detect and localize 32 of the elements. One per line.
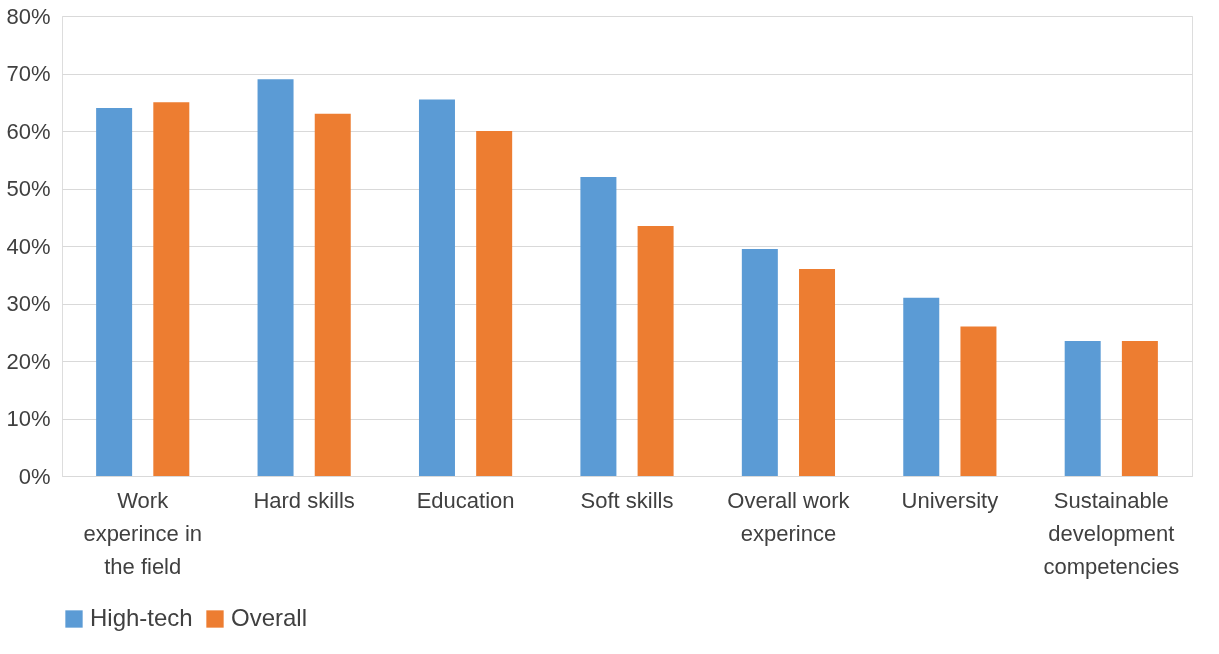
- y-tick-label: 80%: [6, 3, 51, 29]
- y-tick-label: 0%: [18, 463, 51, 489]
- bar: [903, 297, 940, 476]
- bar: [580, 177, 617, 476]
- bar: [637, 225, 674, 476]
- x-tick-label: Soft skills: [580, 487, 674, 513]
- x-tick-label: University: [901, 487, 999, 513]
- bar: [799, 269, 836, 476]
- bar: [314, 113, 351, 476]
- bar: [741, 248, 778, 476]
- bar: [1064, 340, 1101, 476]
- legend-label: Overall: [231, 604, 308, 631]
- bar: [257, 79, 294, 476]
- y-tick-label: 60%: [6, 118, 51, 144]
- y-tick-label: 50%: [6, 176, 51, 201]
- y-tick-label: 10%: [6, 406, 51, 431]
- bar: [96, 108, 133, 476]
- y-tick-label: 30%: [6, 291, 51, 316]
- x-tick-label: Sustainable development competencies: [1043, 487, 1180, 579]
- bar: [476, 131, 513, 476]
- bar: [960, 326, 997, 476]
- bar: [1121, 340, 1158, 476]
- legend-label: High-tech: [90, 604, 193, 631]
- x-tick-label: Hard skills: [253, 487, 355, 513]
- x-tick-label: Work experince in the field: [83, 487, 203, 579]
- y-tick-label: 40%: [6, 233, 51, 259]
- bar: [153, 102, 190, 476]
- y-tick-label: 70%: [6, 61, 51, 86]
- x-tick-label: Education: [416, 487, 515, 513]
- x-tick-label: Overall work experince: [727, 487, 851, 546]
- bar: [418, 99, 455, 476]
- y-tick-label: 20%: [6, 348, 51, 374]
